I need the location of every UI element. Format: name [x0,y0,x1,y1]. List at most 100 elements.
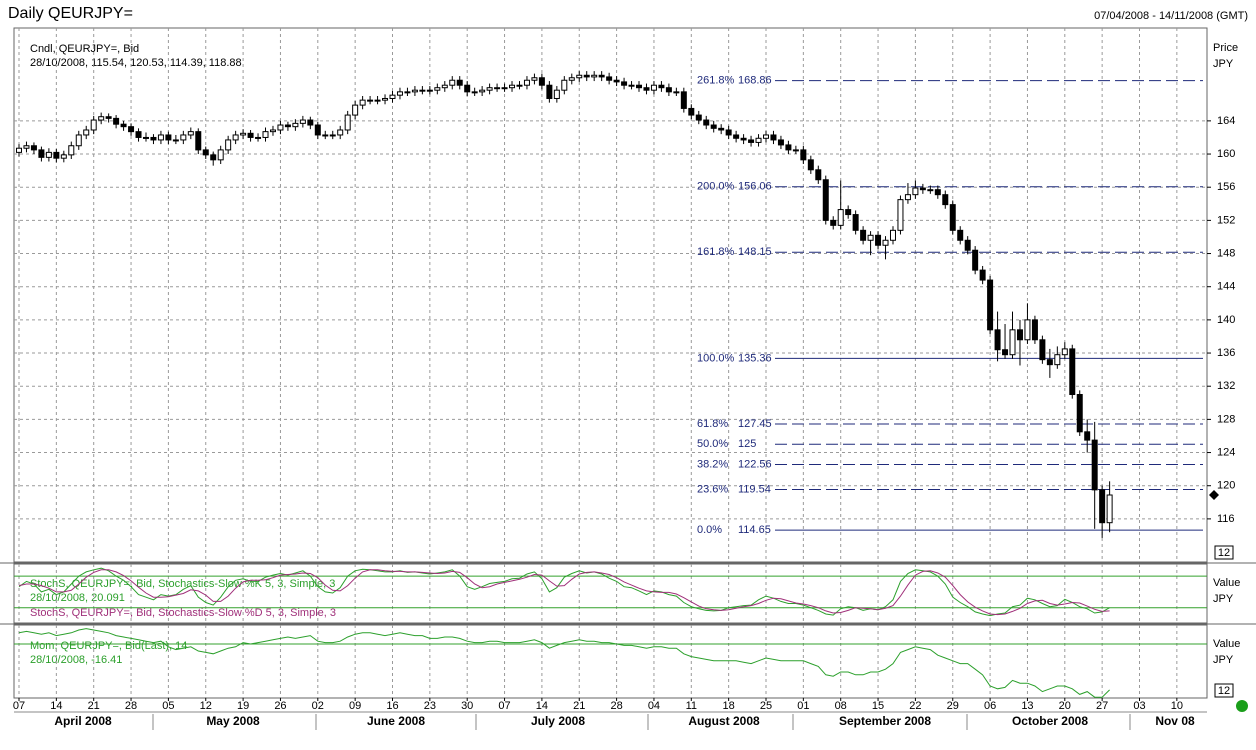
candle-body [770,134,777,141]
candle-body [292,122,299,128]
candle-body [763,134,769,139]
y-tick-label: 160 [1217,148,1235,160]
candle-body [269,129,276,133]
x-tick-label: 21 [88,700,100,712]
candle-body [583,74,590,78]
candle-body [733,134,740,139]
candle-body [441,84,448,89]
candle-body [919,187,926,191]
series-line [18,567,1110,617]
fib-pct: 161.8% [697,246,735,258]
fib-value: 148.15 [738,246,772,258]
month-label: May 2008 [206,714,260,728]
y-tick-label: 124 [1217,446,1235,458]
fib-pct: 0.0% [697,524,722,536]
fib-pct: 50.0% [697,438,728,450]
fib-value: 125 [738,438,756,450]
x-tick-label: 16 [386,700,398,712]
candle-body [1099,489,1106,524]
candle-body [553,89,560,99]
legend-mom-name: Mom, QEURJPY=, Bid(Last), 14 [30,640,187,652]
candle-body [815,169,822,181]
x-tick-label: 12 [200,700,212,712]
x-tick-label: 07 [498,700,510,712]
candle-body [613,79,620,83]
candle-body [598,74,605,78]
candle-body [225,139,232,151]
fib-value: 168.86 [738,74,772,86]
candle-body [658,84,665,89]
x-tick-label: 20 [1059,700,1071,712]
y-tick-label: 144 [1217,281,1235,293]
candle-body [673,91,680,94]
candle-body [643,87,650,91]
y-tick-label: 120 [1217,480,1235,492]
candle-body [882,239,889,246]
candle-body [785,144,792,151]
candle-body [680,91,687,109]
x-tick-label: 27 [1096,700,1108,712]
candle-body [128,126,135,133]
candle-body [1024,319,1031,341]
candle-body [710,124,717,129]
candle-body [202,149,209,156]
price-panel [13,27,1208,563]
candle-body [464,84,471,93]
mom-panel [13,624,1208,699]
candle-body [1091,439,1098,491]
candle-body [75,134,82,147]
candle-body [927,189,934,192]
candle-body [628,84,635,87]
x-tick-label: 30 [461,700,473,712]
box [1214,683,1234,698]
y-tick-label: 156 [1217,181,1235,193]
x-tick-label: 04 [648,700,660,712]
candle-body [777,139,784,146]
candle-body [247,132,254,138]
candle-body [135,131,142,138]
candle-body [1106,494,1113,524]
candle-body [23,145,30,149]
candle-body [344,114,351,131]
candle-body [90,119,97,131]
fib-pct: 23.6% [697,483,728,495]
date-range: 07/04/2008 - 14/11/2008 (GMT) [1094,10,1248,22]
candle-body [217,149,224,161]
x-tick-label: 02 [312,700,324,712]
chart-title: Daily QEURJPY= [8,5,133,22]
candle-body [16,147,22,153]
candle-body [322,134,329,137]
candle-body [411,89,418,93]
candle-body [942,194,949,206]
candle-body [987,279,994,331]
candle-body [800,149,807,161]
x-tick-label: 11 [686,700,697,712]
candle-body [1069,348,1076,396]
candle-body [523,79,530,86]
fib-pct: 100.0% [697,352,735,364]
candle-body [314,124,321,136]
candle-body [352,104,359,116]
y-tick-label: 152 [1217,214,1235,226]
candle-body [404,91,411,94]
legend-d-name: StochS, QEURJPY=, Bid, Stochastics-Slow … [30,607,336,619]
candle-body [486,87,493,91]
legend-mom-last: 28/10/2008, -16.41 [30,654,122,666]
candle-body [636,84,643,89]
candle-body [591,74,598,78]
candle-body [396,91,403,96]
fib-pct: 200.0% [697,181,735,193]
candle-body [867,234,874,241]
candle-body [1054,354,1061,366]
candle-body [1061,348,1068,356]
x-tick-label: 18 [723,700,735,712]
candle-body [479,89,486,93]
y-tick-label: 148 [1217,247,1235,259]
candle-body [456,79,463,86]
candle-body [516,84,523,87]
y-tick-label: 132 [1217,380,1235,392]
candle-body [98,116,105,121]
candle-body [1076,394,1083,433]
candle-body [262,131,269,138]
x-tick-label: 07 [13,700,25,712]
